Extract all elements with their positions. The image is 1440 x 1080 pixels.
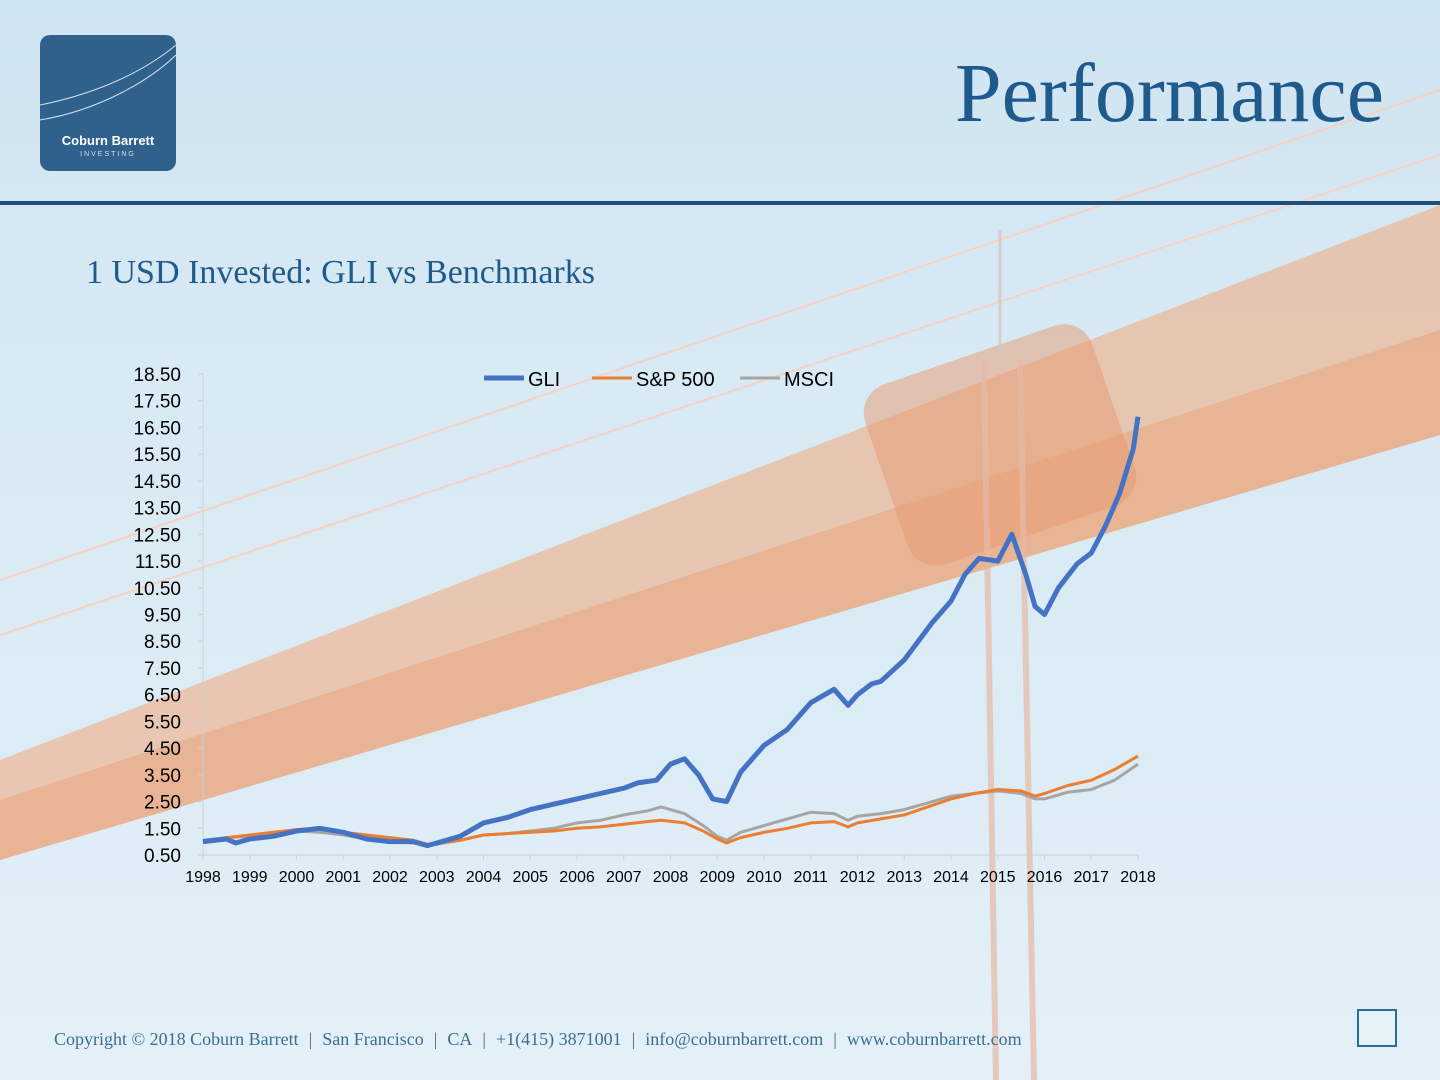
y-tick-label: 0.50 xyxy=(144,846,181,867)
y-tick-label: 1.50 xyxy=(144,819,181,840)
y-tick-label: 18.50 xyxy=(133,365,181,386)
x-tick-label: 2004 xyxy=(466,869,502,886)
footer-separator: | xyxy=(433,1029,438,1049)
y-tick-label: 11.50 xyxy=(135,552,181,573)
footer-website[interactable]: www.coburnbarrett.com xyxy=(846,1029,1022,1049)
suspender-rope xyxy=(1017,359,1037,1080)
y-tick-label: 8.50 xyxy=(144,632,181,653)
y-tick-label: 6.50 xyxy=(144,686,181,707)
legend-label: S&P 500 xyxy=(636,369,715,391)
legend-label: GLI xyxy=(528,369,560,391)
footer-state: CA xyxy=(447,1029,473,1049)
y-axis: 0.50 1.50 2.50 3.50 4.50 5.50 6.50 7.50 8.50 9.50… xyxy=(133,365,204,867)
y-tick-label: 10.50 xyxy=(133,579,181,600)
x-tick-label: 1998 xyxy=(185,869,221,886)
x-tick-label: 2010 xyxy=(746,869,782,886)
y-tick-label: 2.50 xyxy=(144,793,181,814)
bridge-cable xyxy=(0,89,1440,581)
footer-separator: | xyxy=(631,1029,636,1049)
chart-legend: GLI S&P 500 MSCI xyxy=(484,369,834,391)
cable-band xyxy=(863,324,1137,566)
x-tick-label: 2001 xyxy=(325,869,361,886)
footer-city: San Francisco xyxy=(322,1029,424,1049)
y-tick-label: 12.50 xyxy=(133,525,181,546)
x-tick-label: 2009 xyxy=(699,869,735,886)
y-tick-label: 9.50 xyxy=(144,606,181,627)
x-tick-label: 2000 xyxy=(279,869,315,886)
x-tick-label: 2013 xyxy=(886,869,922,886)
legend-label: MSCI xyxy=(784,369,834,391)
footer-copyright: Copyright © 2018 Coburn Barrett xyxy=(54,1029,299,1049)
series-lines xyxy=(202,416,1141,849)
footer-separator: | xyxy=(833,1029,837,1049)
y-tick-label: 5.50 xyxy=(144,712,181,733)
suspender-rope xyxy=(981,359,999,1080)
footer-email[interactable]: info@coburnbarrett.com xyxy=(645,1029,824,1049)
footer-phone: +1(415) 3871001 xyxy=(495,1029,622,1049)
y-tick-label: 3.50 xyxy=(144,766,181,787)
x-tick-label: 1999 xyxy=(232,869,268,886)
y-tick-label: 4.50 xyxy=(144,739,181,760)
x-tick-label: 2006 xyxy=(559,869,595,886)
footer: Copyright © 2018 Coburn Barrett | San Fran… xyxy=(54,1029,1022,1050)
bridge-cable xyxy=(0,154,1440,636)
x-tick-label: 2018 xyxy=(1120,869,1156,886)
y-tick-label: 13.50 xyxy=(133,499,181,520)
x-tick-label: 2014 xyxy=(933,869,969,886)
x-tick-label: 2015 xyxy=(980,869,1016,886)
x-tick-label: 2012 xyxy=(840,869,876,886)
logo-curves-icon xyxy=(40,44,176,121)
x-tick-label: 2011 xyxy=(794,869,829,886)
slide-nav-box[interactable] xyxy=(1357,1009,1397,1047)
series-line-gli xyxy=(202,416,1141,849)
header-divider xyxy=(0,201,1440,205)
y-tick-label: 16.50 xyxy=(133,418,181,439)
series-line-s-p-500 xyxy=(202,754,1139,846)
page-title: Performance xyxy=(954,47,1384,140)
logo-name: Coburn Barrett xyxy=(61,133,155,148)
y-tick-label: 15.50 xyxy=(133,445,181,466)
x-tick-label: 2002 xyxy=(372,869,408,886)
x-tick-label: 2005 xyxy=(512,869,548,886)
x-axis: 1998 1999 2000 2001 2002 2003 2004 2005 2006 2007… xyxy=(185,854,1156,886)
logo-tagline: INVESTING xyxy=(80,151,136,158)
y-tick-label: 17.50 xyxy=(133,392,181,413)
footer-separator: | xyxy=(482,1029,486,1049)
x-tick-label: 2003 xyxy=(419,869,455,886)
x-tick-label: 2016 xyxy=(1027,869,1063,886)
y-tick-label: 14.50 xyxy=(133,472,181,493)
x-tick-label: 2008 xyxy=(653,869,689,886)
footer-separator: | xyxy=(308,1029,313,1049)
x-tick-label: 2007 xyxy=(606,869,642,886)
y-tick-label: 7.50 xyxy=(144,659,181,680)
company-logo: Coburn Barrett INVESTING xyxy=(40,35,176,171)
x-tick-label: 2017 xyxy=(1073,869,1109,886)
chart-subtitle: 1 USD Invested: GLI vs Benchmarks xyxy=(86,254,595,291)
